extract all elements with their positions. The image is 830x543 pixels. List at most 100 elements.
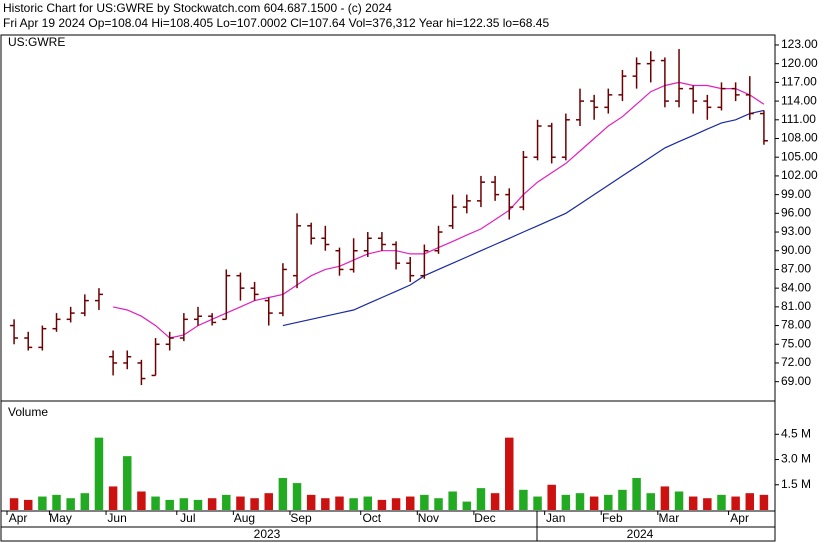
volume-bar <box>264 493 273 510</box>
y-tick-label: 1.5 M <box>781 477 811 491</box>
volume-bar <box>80 493 90 510</box>
volume-bar <box>476 488 486 510</box>
volume-bar <box>717 494 726 510</box>
volume-bar <box>618 489 627 510</box>
volume-bar <box>23 499 33 510</box>
volume-bar <box>9 498 19 510</box>
volume-bar <box>632 478 641 510</box>
y-tick-label: 4.5 M <box>781 426 811 440</box>
volume-bar <box>505 437 514 510</box>
volume-bar <box>165 499 174 510</box>
x-axis-pane <box>0 510 776 542</box>
x-tick-label: Jun <box>107 511 126 525</box>
volume-bar <box>646 493 655 510</box>
y-tick-label: 84.00 <box>781 280 811 294</box>
y-tick-label: 111.00 <box>781 112 816 126</box>
volume-bar <box>193 499 203 510</box>
x-tick-label: Jul <box>180 511 195 525</box>
volume-bar <box>533 496 542 510</box>
x-tick-label: Apr <box>9 511 28 525</box>
x-tick-label: Jan <box>546 511 565 525</box>
x-tick-label: Feb <box>602 511 623 525</box>
volume-bar <box>94 437 104 510</box>
y-tick-label: 3.0 M <box>781 452 811 466</box>
volume-bar <box>688 496 698 510</box>
volume-bar <box>306 494 316 510</box>
volume-bar <box>759 494 769 510</box>
volume-bar <box>207 498 217 510</box>
symbol-label: US:GWRE <box>8 35 65 49</box>
volume-bar <box>462 501 472 510</box>
volume-bar <box>604 494 613 510</box>
volume-bar <box>321 498 330 510</box>
y-tick-label: 114.00 <box>781 93 817 107</box>
volume-bar <box>123 456 132 510</box>
volume-bar <box>377 499 387 510</box>
x-tick-label: Aug <box>234 511 255 525</box>
volume-bar <box>575 493 585 510</box>
y-tick-label: 102.00 <box>781 168 818 182</box>
volume-bar <box>335 496 344 510</box>
y-tick-label: 123.00 <box>781 37 818 51</box>
y-tick-label: 72.00 <box>781 355 811 369</box>
x-tick-label: May <box>49 511 72 525</box>
volume-bar <box>674 491 684 510</box>
volume-bar <box>547 484 556 510</box>
volume-bar <box>278 478 288 510</box>
volume-bar <box>745 493 755 510</box>
volume-bar <box>363 496 373 510</box>
x-tick-label: Sep <box>290 511 312 525</box>
x-tick-label: Nov <box>418 511 439 525</box>
volume-bar <box>589 496 599 510</box>
y-tick-label: 69.00 <box>781 374 811 388</box>
y-tick-label: 81.00 <box>781 299 811 313</box>
volume-bar <box>660 486 670 510</box>
volume-bar <box>349 498 358 510</box>
volume-bar <box>52 494 61 510</box>
volume-bar <box>420 494 429 510</box>
y-tick-label: 93.00 <box>781 224 811 238</box>
x-tick-label: Dec <box>474 511 495 525</box>
year-label: 2023 <box>254 527 281 541</box>
y-tick-label: 105.00 <box>781 149 818 163</box>
volume-bar <box>222 494 231 510</box>
chart-title: Historic Chart for US:GWRE by Stockwatch… <box>3 1 392 15</box>
x-tick-label: Apr <box>730 511 749 525</box>
volume-bar <box>561 494 571 510</box>
y-tick-label: 75.00 <box>781 336 811 350</box>
volume-bar <box>490 493 500 510</box>
moving-average-line <box>282 109 765 327</box>
volume-bar <box>108 486 118 510</box>
volume-bar <box>519 489 528 510</box>
x-tick-label: Oct <box>362 511 381 525</box>
volume-bar <box>405 496 415 510</box>
chart-subtitle: Fri Apr 19 2024 Op=108.04 Hi=108.405 Lo=… <box>3 16 549 30</box>
volume-bar <box>703 498 712 510</box>
volume-bar <box>292 483 302 510</box>
y-tick-label: 90.00 <box>781 243 811 257</box>
y-tick-label: 78.00 <box>781 318 811 332</box>
volume-label: Volume <box>8 405 48 419</box>
volume-bar <box>731 496 740 510</box>
volume-bar <box>236 496 245 510</box>
volume-bar <box>66 498 75 510</box>
volume-bar <box>434 498 443 510</box>
volume-bar <box>179 498 189 510</box>
x-tick-label: Mar <box>659 511 680 525</box>
y-tick-label: 96.00 <box>781 205 811 219</box>
volume-bar <box>137 491 146 510</box>
y-tick-label: 99.00 <box>781 187 811 201</box>
year-label: 2024 <box>627 527 654 541</box>
y-tick-label: 117.00 <box>781 75 817 89</box>
volume-bar <box>391 498 401 510</box>
y-tick-label: 87.00 <box>781 262 811 276</box>
volume-bar <box>448 491 457 510</box>
volume-bar <box>250 498 259 510</box>
y-tick-label: 108.00 <box>781 131 818 145</box>
volume-bar <box>38 496 47 510</box>
y-tick-label: 120.00 <box>781 56 818 70</box>
volume-bar <box>151 496 160 510</box>
